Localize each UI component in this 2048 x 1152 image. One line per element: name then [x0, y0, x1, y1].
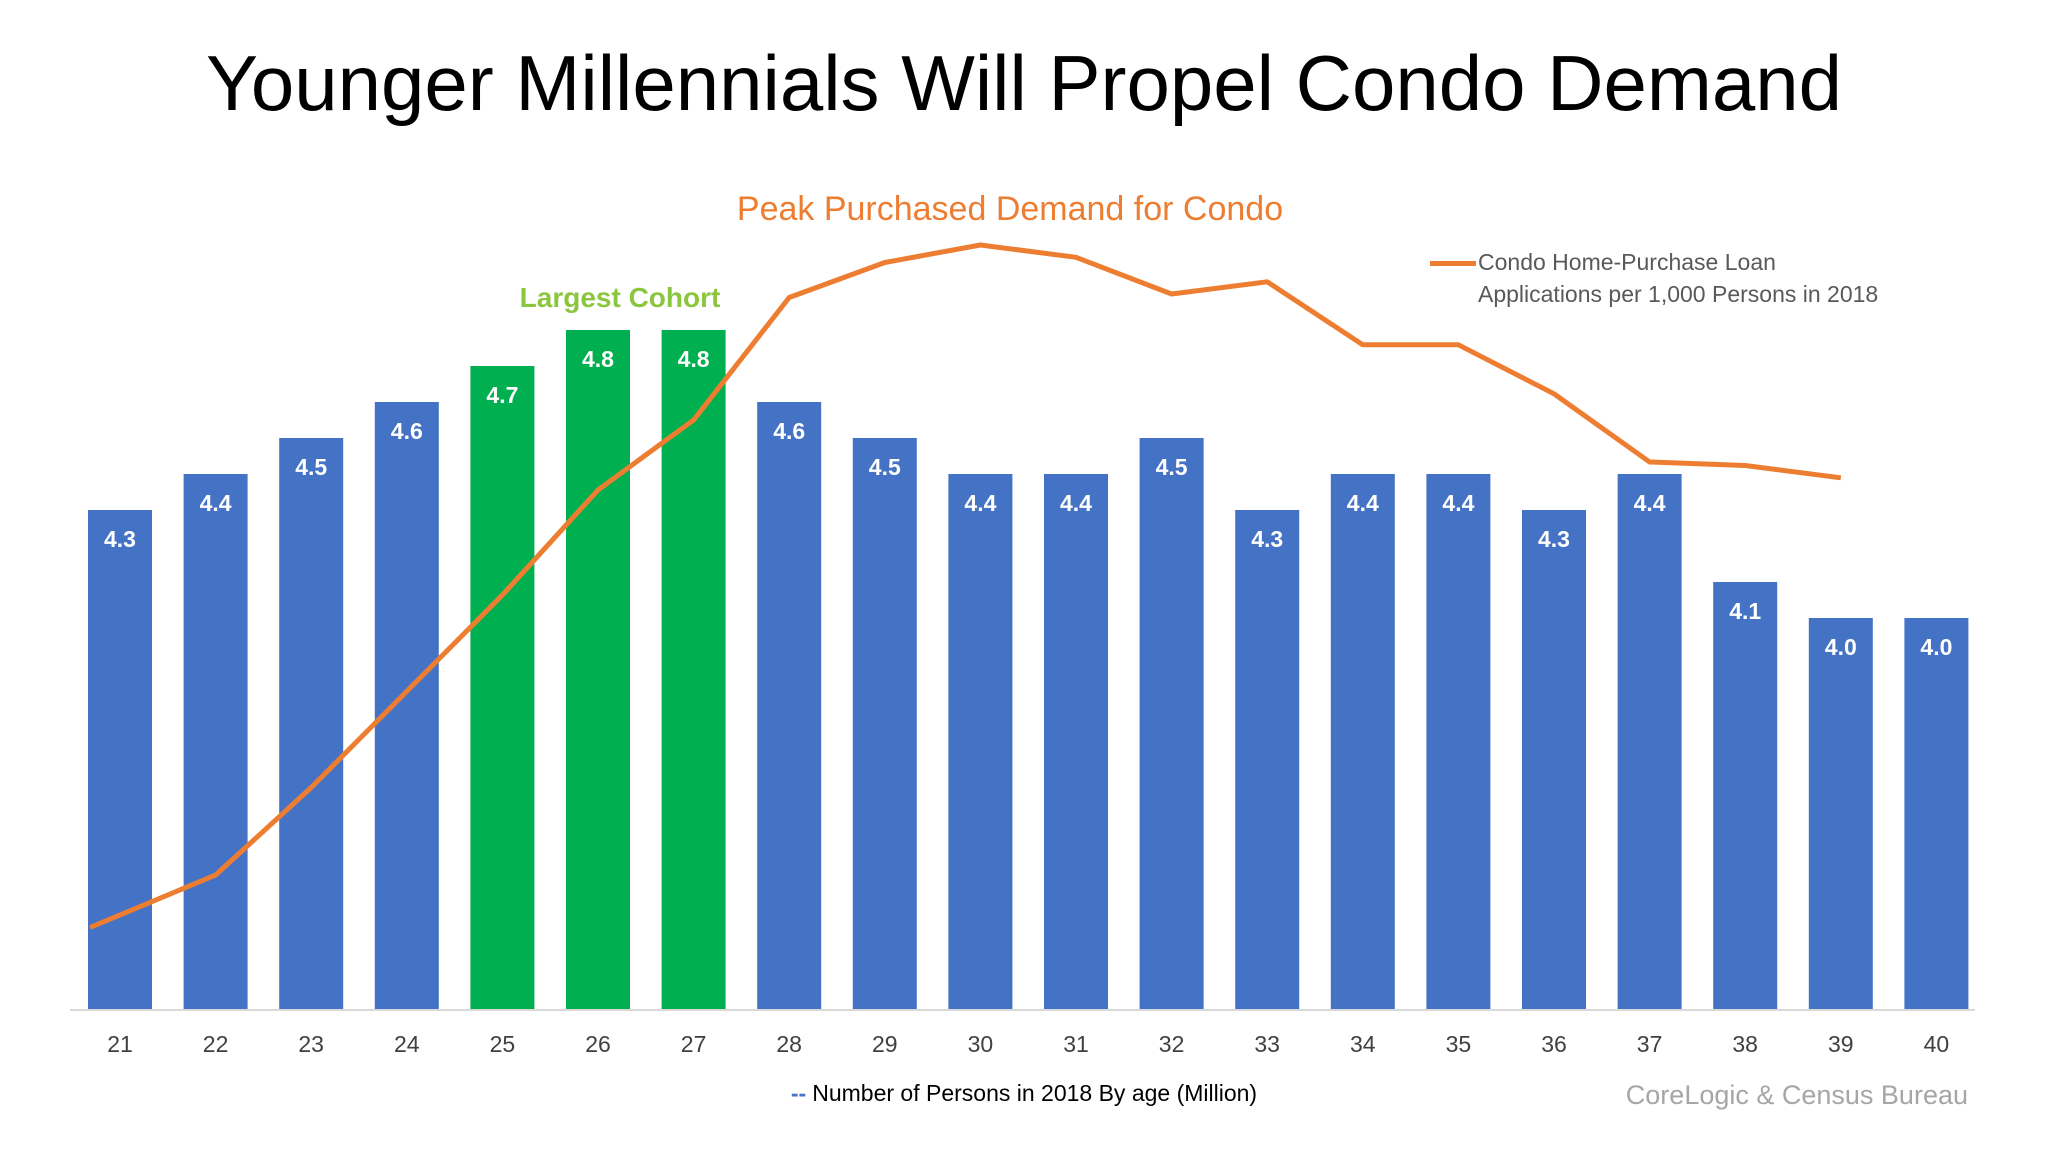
x-tick-label-38: 38	[1732, 1031, 1758, 1057]
bar-value-label-31: 4.4	[1060, 490, 1092, 516]
bar-age-26	[566, 330, 630, 1010]
bar-value-labels-group: 4.3 4.4 4.5 4.6 4.7 4.8 4.8 4.6 4.5 4.4 4.4 4.5 4.3 4…	[104, 346, 1952, 660]
bar-value-label-22: 4.4	[200, 490, 232, 516]
bar-value-label-32: 4.5	[1156, 454, 1188, 480]
x-tick-label-37: 37	[1637, 1031, 1663, 1057]
x-tick-label-24: 24	[394, 1031, 420, 1057]
bar-age-33	[1235, 510, 1300, 1010]
bar-age-30	[948, 474, 1013, 1010]
bar-value-label-30: 4.4	[964, 490, 996, 516]
x-tick-label-23: 23	[298, 1031, 324, 1057]
bar-value-label-25: 4.7	[486, 382, 518, 408]
bar-age-31	[1044, 474, 1108, 1010]
chart-title: Younger Millennials Will Propel Condo De…	[206, 39, 1842, 127]
x-tick-label-25: 25	[490, 1031, 516, 1057]
bar-value-label-29: 4.5	[869, 454, 901, 480]
bar-value-label-34: 4.4	[1347, 490, 1379, 516]
x-tick-label-36: 36	[1541, 1031, 1567, 1057]
legend-line-swatch	[1430, 261, 1476, 266]
x-tick-label-26: 26	[585, 1031, 611, 1057]
bar-age-32	[1139, 438, 1204, 1010]
peak-demand-annotation: Peak Purchased Demand for Condo	[736, 190, 1284, 228]
x-tick-label-34: 34	[1350, 1031, 1376, 1057]
source-credit: CoreLogic & Census Bureau	[1625, 1080, 1968, 1110]
x-axis-label: -- Number of Persons in 2018 By age (Mill…	[0, 1080, 2048, 1107]
bar-value-label-21: 4.3	[104, 526, 136, 552]
bar-value-label-37: 4.4	[1634, 490, 1666, 516]
x-tick-label-40: 40	[1924, 1031, 1950, 1057]
bar-age-36	[1522, 510, 1586, 1010]
bar-value-label-35: 4.4	[1442, 490, 1474, 516]
bar-value-label-38: 4.1	[1729, 598, 1761, 624]
x-tick-label-39: 39	[1828, 1031, 1854, 1057]
x-tick-label-21: 21	[107, 1031, 133, 1057]
x-tick-label-30: 30	[968, 1031, 994, 1057]
bar-age-25	[470, 366, 535, 1010]
bar-age-35	[1426, 474, 1491, 1010]
bar-value-label-36: 4.3	[1538, 526, 1570, 552]
bar-age-21	[88, 510, 152, 1010]
bars-group	[88, 330, 1969, 1010]
bar-age-37	[1617, 474, 1682, 1010]
bar-age-29	[852, 438, 917, 1010]
x-tick-label-31: 31	[1063, 1031, 1089, 1057]
bar-age-39	[1808, 618, 1873, 1010]
bar-age-38	[1713, 582, 1778, 1010]
bar-age-23	[279, 438, 344, 1010]
bar-age-40	[1904, 618, 1969, 1010]
bar-value-label-23: 4.5	[295, 454, 327, 480]
bar-age-28	[757, 402, 822, 1010]
bar-value-label-26: 4.8	[582, 346, 614, 372]
bar-series-marker: --	[790, 1080, 807, 1106]
bar-value-label-33: 4.3	[1251, 526, 1283, 552]
bar-age-34	[1330, 474, 1395, 1010]
demand-line-series	[89, 242, 1842, 930]
largest-cohort-annotation: Largest Cohort	[519, 282, 721, 313]
bar-series-label: Number of Persons in 2018 By age (Millio…	[812, 1080, 1258, 1106]
x-tick-label-27: 27	[681, 1031, 707, 1057]
legend-label-line-2: Applications per 1,000 Persons in 2018	[1478, 281, 1879, 307]
x-tick-label-22: 22	[203, 1031, 229, 1057]
bar-value-label-40: 4.0	[1920, 634, 1952, 660]
x-tick-labels-group: 21 22 23 24 25 26 27 28 29 30 31 32 33 34 35 36 37 38 39 40	[107, 1031, 1949, 1057]
x-tick-label-29: 29	[872, 1031, 898, 1057]
bar-age-24	[374, 402, 439, 1010]
bar-value-label-27: 4.8	[678, 346, 710, 372]
bar-age-22	[183, 474, 248, 1010]
legend-label-line-1: Condo Home-Purchase Loan	[1478, 249, 1776, 275]
x-tick-label-28: 28	[776, 1031, 802, 1057]
x-tick-label-35: 35	[1446, 1031, 1472, 1057]
x-tick-label-32: 32	[1159, 1031, 1185, 1057]
bar-value-label-24: 4.6	[391, 418, 423, 444]
legend-line-label: Condo Home-Purchase Loan Applications pe…	[1478, 246, 1988, 310]
bar-value-label-28: 4.6	[773, 418, 805, 444]
bar-value-label-39: 4.0	[1825, 634, 1857, 660]
bar-age-27	[661, 330, 726, 1010]
x-tick-label-33: 33	[1254, 1031, 1280, 1057]
